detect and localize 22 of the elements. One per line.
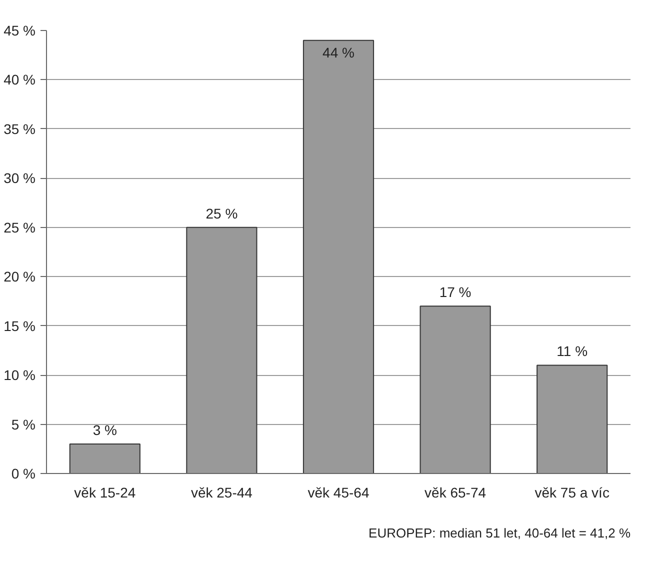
data-label: 3 % xyxy=(92,422,117,438)
y-tick-label: 0 % xyxy=(11,466,36,482)
y-tick-label: 40 % xyxy=(4,72,36,88)
data-label: 17 % xyxy=(439,284,472,300)
bar xyxy=(69,443,140,474)
y-tick-label: 45 % xyxy=(4,22,36,38)
y-tick-label: 25 % xyxy=(4,219,36,236)
x-tick-label: věk 75 a víc xyxy=(534,484,610,500)
data-label: 44 % xyxy=(322,44,354,60)
x-tick-label: věk 45-64 xyxy=(308,484,370,500)
y-tick-label: 15 % xyxy=(4,318,36,334)
x-tick-label: věk 15-24 xyxy=(74,484,136,500)
text: EUROPEP: median 51 let, 40-64 let = 41,2 % xyxy=(368,526,631,540)
data-label: 11 % xyxy=(556,343,588,360)
x-tick-label: věk 65-74 xyxy=(424,484,486,500)
y-tick-label: 5 % xyxy=(11,416,36,432)
y-tick-label: 10 % xyxy=(4,367,36,384)
y-tick-label: 20 % xyxy=(4,268,36,285)
y-tick-label: 35 % xyxy=(4,120,36,137)
y-tick-label: 30 % xyxy=(4,170,36,186)
data-label: 25 % xyxy=(206,205,238,222)
x-tick-label: věk 25-44 xyxy=(190,484,253,500)
